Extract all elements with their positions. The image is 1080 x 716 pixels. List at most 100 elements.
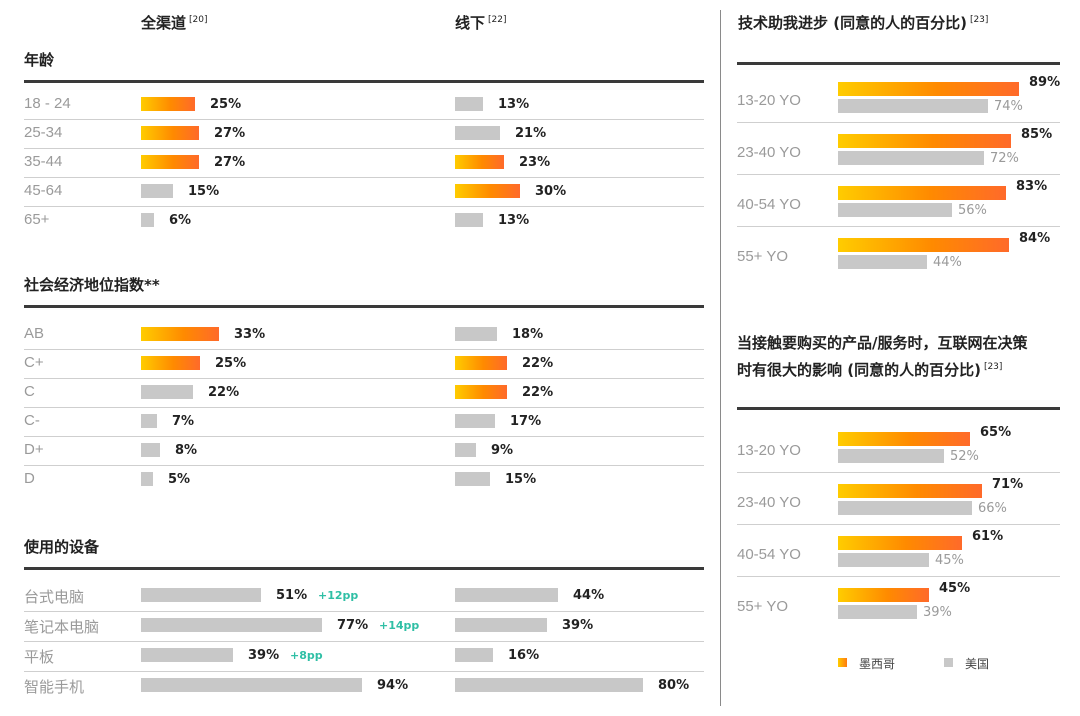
row-divider (24, 671, 704, 672)
bar-omnichannel (141, 678, 362, 692)
age-group-label: 40-54 YO (737, 546, 801, 563)
age-group-label: 13-20 YO (737, 92, 801, 109)
row-divider (737, 174, 1060, 175)
bar-offline (455, 648, 493, 662)
bar-offline (455, 155, 504, 169)
value-label: 51% (276, 588, 308, 603)
row-label: 45-64 (24, 182, 63, 199)
bar-omnichannel (141, 213, 154, 227)
bar-offline (455, 327, 497, 341)
column-header-offline: 线下 [22] (455, 14, 507, 32)
delta-label: +14pp (379, 619, 420, 632)
bar-mexico (838, 484, 982, 498)
bar-usa (838, 501, 972, 515)
bar-offline (455, 213, 483, 227)
row-label: C- (24, 412, 40, 429)
age-group-label: 55+ YO (737, 248, 789, 265)
value-label: 80% (658, 678, 690, 693)
value-label: 16% (508, 648, 540, 663)
row-divider (24, 148, 704, 149)
age-group-label: 23-40 YO (737, 494, 801, 511)
row-divider (24, 407, 704, 408)
value-label: 94% (377, 678, 409, 693)
bar-omnichannel (141, 588, 261, 602)
value-usa: 52% (950, 449, 979, 464)
bar-omnichannel (141, 648, 233, 662)
bar-usa (838, 99, 988, 113)
bar-omnichannel (141, 385, 193, 399)
row-divider (24, 611, 704, 612)
bar-omnichannel (141, 327, 219, 341)
delta-label: +12pp (318, 589, 359, 602)
row-divider (737, 226, 1060, 227)
legend-swatch-mexico (838, 658, 847, 667)
section-rule-ses (24, 305, 704, 308)
section-rule-devices (24, 567, 704, 570)
row-divider (737, 472, 1060, 473)
tech-chart-title: 技术助我进步 (同意的人的百分比) [23] (738, 14, 989, 32)
bar-offline (455, 588, 558, 602)
age-group-label: 40-54 YO (737, 196, 801, 213)
section-title-age: 年龄 (24, 51, 55, 69)
value-label: 25% (215, 356, 247, 371)
row-divider (737, 122, 1060, 123)
row-label: 35-44 (24, 153, 63, 170)
value-usa: 45% (935, 553, 964, 568)
value-label: 33% (234, 327, 266, 342)
bar-mexico (838, 134, 1011, 148)
legend-swatch-usa (944, 658, 953, 667)
bar-offline (455, 97, 483, 111)
value-mexico: 65% (980, 425, 1012, 440)
row-label: D+ (24, 441, 44, 458)
value-usa: 72% (990, 151, 1019, 166)
value-label: 39% (248, 648, 280, 663)
value-usa: 74% (994, 99, 1023, 114)
value-usa: 44% (933, 255, 962, 270)
bar-offline (455, 443, 476, 457)
row-divider (24, 177, 704, 178)
value-mexico: 84% (1019, 231, 1051, 246)
value-mexico: 45% (939, 581, 971, 596)
bar-usa (838, 203, 952, 217)
legend-label-mexico: 墨西哥 (859, 657, 896, 671)
value-mexico: 83% (1016, 179, 1048, 194)
value-label: 22% (208, 385, 240, 400)
bar-offline (455, 678, 643, 692)
bar-mexico (838, 588, 929, 602)
value-label: 39% (562, 618, 594, 633)
value-label: 17% (510, 414, 542, 429)
age-group-label: 55+ YO (737, 598, 789, 615)
value-mexico: 85% (1021, 127, 1053, 142)
bar-mexico (838, 536, 962, 550)
row-divider (737, 524, 1060, 525)
bar-offline (455, 184, 520, 198)
bar-usa (838, 605, 917, 619)
value-label: 44% (573, 588, 605, 603)
age-group-label: 13-20 YO (737, 442, 801, 459)
section-title-ses: 社会经济地位指数** (24, 276, 160, 294)
bar-omnichannel (141, 472, 153, 486)
value-label: 21% (515, 126, 547, 141)
value-label: 22% (522, 356, 554, 371)
row-divider (24, 206, 704, 207)
delta-label: +8pp (290, 649, 323, 662)
row-divider (24, 378, 704, 379)
bar-usa (838, 553, 929, 567)
section-title-devices: 使用的设备 (24, 538, 100, 556)
value-usa: 56% (958, 203, 987, 218)
row-label: AB (24, 325, 45, 342)
row-label: 笔记本电脑 (24, 619, 100, 636)
bar-omnichannel (141, 155, 199, 169)
row-label: 18 - 24 (24, 95, 71, 112)
bar-omnichannel (141, 443, 160, 457)
column-header-omnichannel: 全渠道 [20] (141, 14, 208, 32)
bar-offline (455, 385, 507, 399)
internet-chart-rule (737, 407, 1060, 410)
section-rule-age (24, 80, 704, 83)
bar-omnichannel (141, 126, 199, 140)
bar-omnichannel (141, 618, 322, 632)
bar-usa (838, 255, 927, 269)
row-label: 台式电脑 (24, 589, 85, 606)
bar-usa (838, 449, 944, 463)
value-label: 7% (172, 414, 195, 429)
